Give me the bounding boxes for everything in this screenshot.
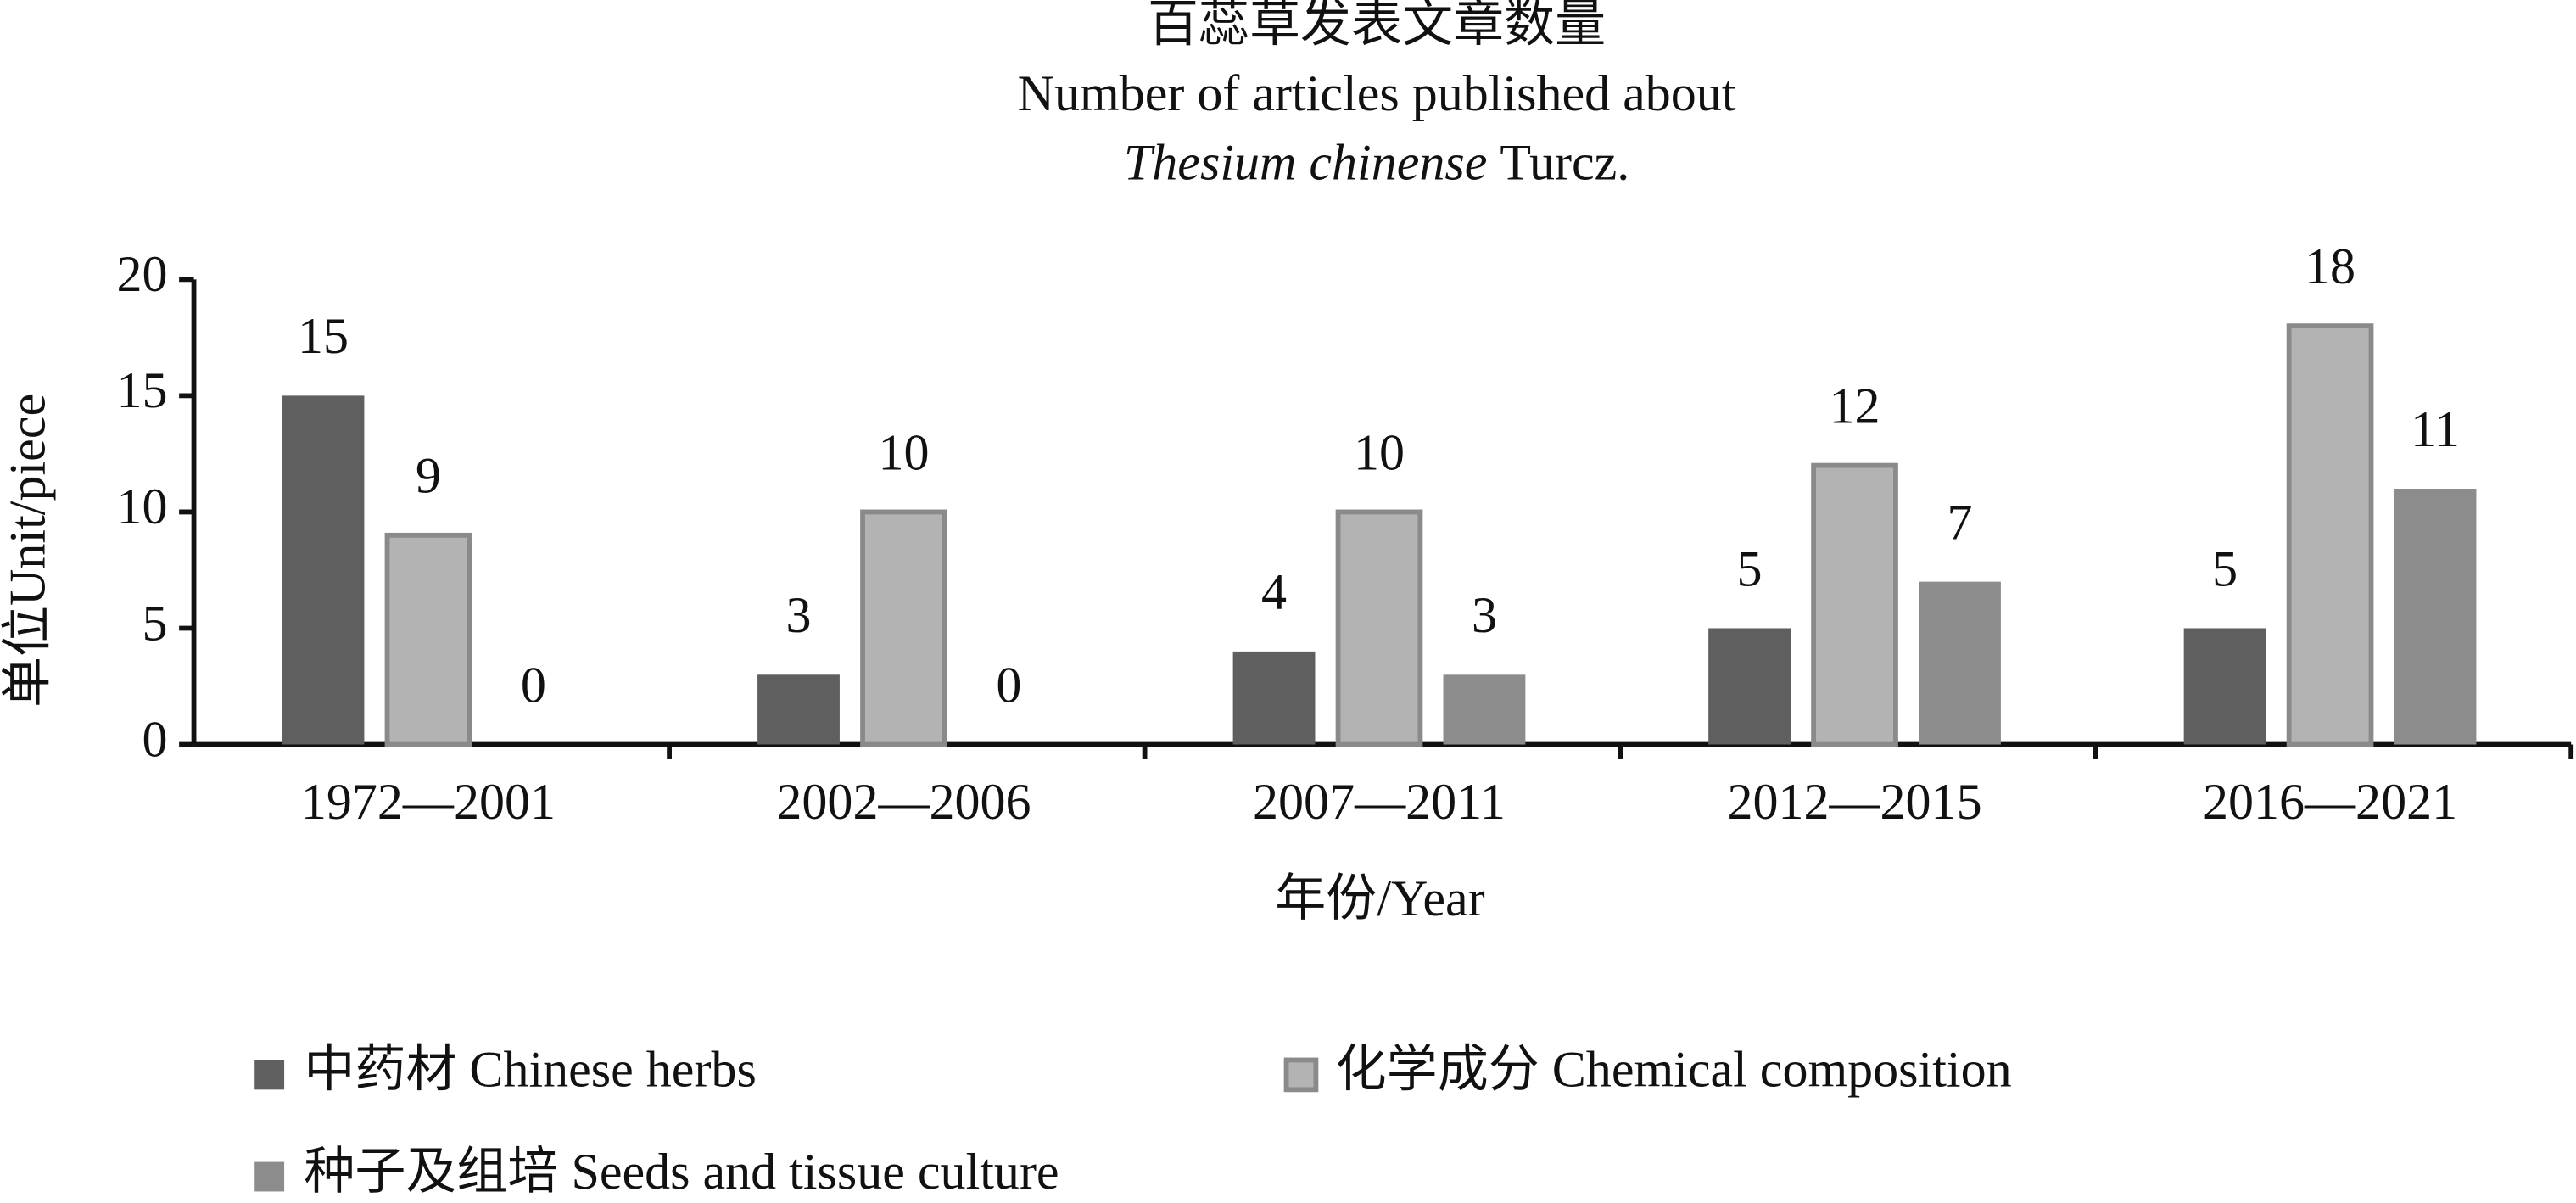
bar	[2286, 323, 2374, 747]
bar	[2183, 628, 2266, 745]
y-tick-label: 10	[117, 478, 168, 534]
value-label: 15	[298, 307, 349, 364]
y-axis-label: 单位Unit/piece	[0, 394, 56, 708]
bar	[1232, 651, 1316, 745]
y-tick-label: 0	[142, 710, 168, 767]
legend-label: 化学成分 Chemical composition	[1336, 1041, 2012, 1098]
value-label: 10	[1354, 423, 1405, 480]
x-tick-label: 2012—2015	[1727, 773, 1981, 830]
value-label: 4	[1261, 563, 1287, 620]
bar	[384, 532, 472, 747]
x-tick-label: 2016—2021	[2203, 773, 2457, 830]
value-label: 0	[521, 656, 546, 713]
value-label: 18	[2305, 238, 2355, 294]
chart-title-zh: 百蕊草发表文章数量	[1148, 0, 1606, 53]
value-label: 3	[786, 586, 812, 643]
species-name: Thesium chinense	[1124, 133, 1487, 190]
value-label: 7	[1947, 494, 1972, 551]
value-label: 12	[1830, 377, 1880, 434]
value-label: 3	[1472, 586, 1497, 643]
bar	[2394, 489, 2477, 745]
x-axis-label: 年份/Year	[1275, 870, 1484, 926]
x-tick-label: 1972—2001	[301, 773, 556, 830]
bar	[1443, 674, 1526, 745]
bar	[1811, 462, 1898, 747]
value-label: 5	[1737, 540, 1763, 596]
value-label: 5	[2212, 540, 2238, 596]
value-label: 10	[878, 423, 929, 480]
legend-swatch	[1283, 1057, 1319, 1093]
value-label: 9	[416, 447, 441, 504]
species-authority: Turcz.	[1500, 133, 1629, 190]
bar	[1335, 509, 1423, 747]
value-label: 11	[2411, 400, 2460, 457]
x-tick-label: 2002—2006	[776, 773, 1031, 830]
chart-title-en: Number of articles published about	[1018, 64, 1736, 121]
y-tick-label: 15	[117, 361, 168, 418]
bar	[757, 674, 840, 745]
bar	[1708, 628, 1791, 745]
legend-label: 中药材 Chinese herbs	[304, 1041, 757, 1098]
chart-title-species: Thesium chinense Turcz.	[1124, 133, 1629, 190]
y-tick-label: 20	[117, 245, 168, 302]
legend-swatch	[254, 1060, 285, 1090]
legend-swatch	[254, 1161, 285, 1192]
bar	[860, 509, 947, 747]
value-label: 0	[996, 656, 1021, 713]
bar	[1919, 581, 2001, 745]
bar	[282, 395, 365, 745]
x-tick-label: 2007—2011	[1253, 773, 1506, 830]
legend-label: 种子及组培 Seeds and tissue culture	[304, 1143, 1059, 1200]
y-tick-label: 5	[142, 594, 168, 651]
